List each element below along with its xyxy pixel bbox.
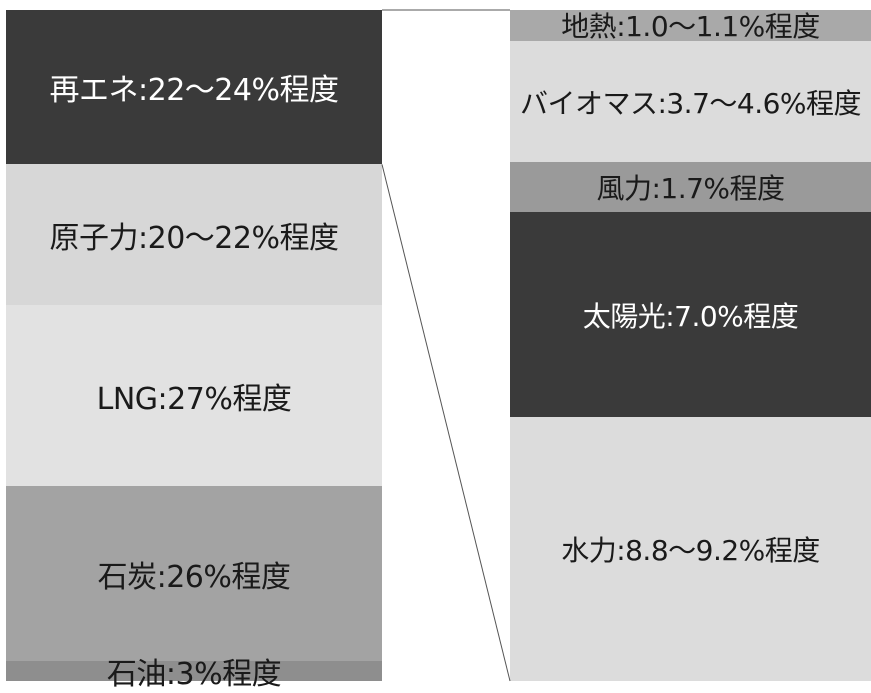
segment-label-geothermal: 地熱:1.0〜1.1%程度 xyxy=(561,10,820,44)
bar-segment-oil: 石油:3%程度 xyxy=(6,657,382,692)
segment-label-hydro: 水力:8.8〜9.2%程度 xyxy=(561,534,820,568)
bar-segment-lng: LNG:27%程度 xyxy=(6,305,382,487)
bar-segment-renewables: 再エネ:22〜24%程度 xyxy=(6,10,382,165)
segment-label-coal: 石炭:26%程度 xyxy=(97,559,291,595)
segment-label-solar: 太陽光:7.0%程度 xyxy=(582,299,799,333)
bar-segment-geothermal: 地熱:1.0〜1.1%程度 xyxy=(510,10,871,43)
bar-segment-nuclear: 原子力:20〜22%程度 xyxy=(6,164,382,306)
bar-segment-biomass: バイオマス:3.7〜4.6%程度 xyxy=(510,40,871,163)
bar-segment-solar: 太陽光:7.0%程度 xyxy=(510,212,871,418)
segment-label-lng: LNG:27%程度 xyxy=(96,381,292,417)
segment-label-renewables: 再エネ:22〜24%程度 xyxy=(49,73,339,109)
segment-label-biomass: バイオマス:3.7〜4.6%程度 xyxy=(519,86,862,120)
bar-segment-coal: 石炭:26%程度 xyxy=(6,486,382,661)
segment-label-wind: 風力:1.7%程度 xyxy=(596,172,785,206)
segment-label-nuclear: 原子力:20〜22%程度 xyxy=(49,220,339,256)
bar-segment-wind: 風力:1.7%程度 xyxy=(510,162,871,213)
segment-label-oil: 石油:3%程度 xyxy=(106,656,282,692)
bar-segment-hydro: 水力:8.8〜9.2%程度 xyxy=(510,417,871,681)
connector-line-bottom xyxy=(381,164,511,682)
